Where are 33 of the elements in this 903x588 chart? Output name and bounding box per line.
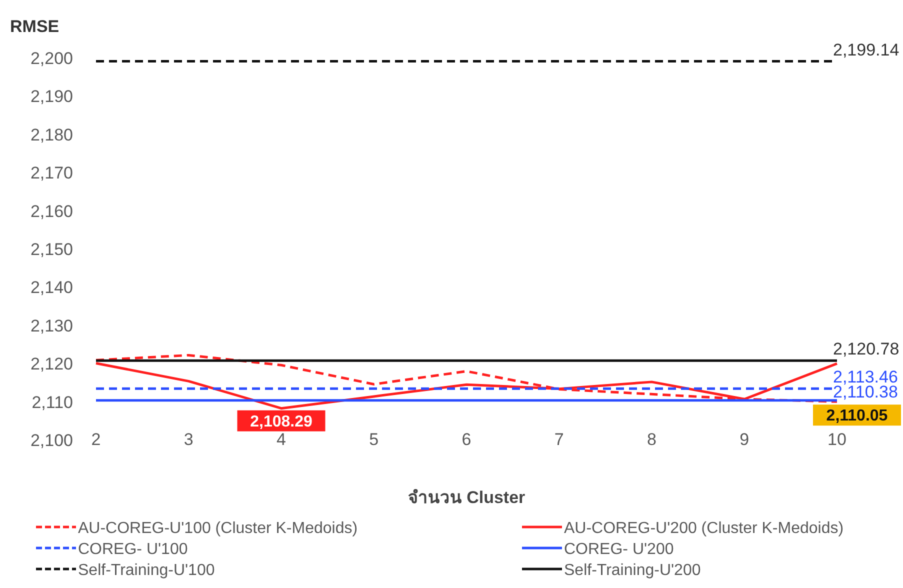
y-tick-label: 2,130 [30, 316, 73, 336]
x-tick-label: 2 [91, 430, 101, 449]
data-label: 2,113.46 [833, 368, 898, 387]
x-tick-label: 5 [369, 430, 379, 449]
data-label: 2,199.14 [833, 40, 900, 60]
x-tick-label: 4 [276, 430, 286, 449]
y-axis-title: RMSE [10, 17, 60, 36]
x-tick-label: 10 [828, 430, 846, 449]
x-tick-label: 8 [647, 430, 656, 449]
data-label: 2,120.78 [833, 340, 900, 359]
legend-label: Self-Training-U'200 [564, 562, 701, 579]
y-tick-label: 2,200 [30, 49, 73, 68]
x-tick-label: 7 [554, 430, 564, 449]
y-tick-label: 2,100 [30, 431, 73, 450]
legend-label: AU-COREG-U'200 (Cluster K-Medoids) [564, 520, 844, 537]
y-tick-label: 2,190 [30, 87, 73, 106]
x-axis-title: จำนวน Cluster [408, 488, 526, 507]
y-tick-label: 2,110 [32, 392, 73, 412]
x-tick-label: 3 [184, 430, 194, 449]
legend-label: Self-Training-U'100 [78, 562, 215, 579]
x-tick-label: 9 [740, 430, 750, 449]
y-tick-label: 2,150 [30, 240, 73, 259]
legend-label: AU-COREG-U'100 (Cluster K-Medoids) [78, 520, 358, 537]
data-label: 2,108.29 [250, 413, 312, 430]
legend-label: COREG- U'100 [78, 541, 188, 558]
legend-label: COREG- U'200 [564, 541, 674, 558]
y-tick-label: 2,140 [30, 278, 73, 298]
y-tick-label: 2,180 [30, 125, 73, 144]
y-tick-label: 2,160 [30, 202, 73, 221]
x-tick-label: 6 [462, 430, 472, 449]
y-tick-label: 2,120 [30, 354, 73, 374]
y-tick-label: 2,170 [30, 164, 73, 183]
data-label: 2,110.05 [826, 408, 888, 425]
